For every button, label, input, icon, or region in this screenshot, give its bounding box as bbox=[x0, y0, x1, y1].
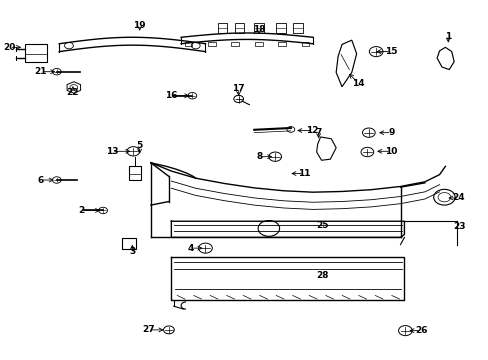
Text: 24: 24 bbox=[452, 193, 465, 202]
Text: 16: 16 bbox=[165, 91, 177, 100]
Text: 28: 28 bbox=[316, 270, 328, 279]
Text: 9: 9 bbox=[388, 128, 394, 137]
Bar bbox=[217, 23, 227, 33]
Text: 25: 25 bbox=[316, 221, 328, 230]
Circle shape bbox=[52, 68, 61, 75]
Bar bbox=[278, 42, 285, 46]
Text: 6: 6 bbox=[38, 176, 44, 185]
Polygon shape bbox=[436, 47, 453, 69]
Text: 2: 2 bbox=[78, 206, 84, 215]
Text: 20: 20 bbox=[3, 43, 16, 52]
Text: 7: 7 bbox=[315, 128, 321, 137]
Text: 11: 11 bbox=[297, 169, 309, 178]
Text: 3: 3 bbox=[129, 247, 135, 256]
Polygon shape bbox=[316, 137, 335, 160]
Circle shape bbox=[234, 96, 243, 102]
Bar bbox=[234, 23, 244, 33]
Text: 8: 8 bbox=[256, 152, 262, 161]
Circle shape bbox=[187, 93, 196, 99]
Bar bbox=[122, 238, 136, 249]
Bar bbox=[129, 166, 141, 180]
Text: 15: 15 bbox=[384, 47, 396, 56]
Text: 1: 1 bbox=[444, 32, 450, 41]
Text: 5: 5 bbox=[136, 141, 142, 150]
Polygon shape bbox=[335, 40, 356, 87]
Bar bbox=[254, 42, 262, 46]
Bar bbox=[293, 23, 303, 33]
Text: 12: 12 bbox=[306, 126, 318, 135]
Bar bbox=[301, 42, 309, 46]
Text: 26: 26 bbox=[414, 326, 427, 335]
Text: 27: 27 bbox=[142, 325, 154, 334]
Circle shape bbox=[99, 207, 107, 214]
Text: 19: 19 bbox=[133, 21, 146, 30]
Text: 10: 10 bbox=[384, 147, 396, 156]
Text: 22: 22 bbox=[66, 87, 79, 96]
Bar bbox=[207, 42, 215, 46]
Bar bbox=[254, 23, 264, 33]
Text: 14: 14 bbox=[351, 79, 364, 88]
Circle shape bbox=[286, 127, 294, 132]
Polygon shape bbox=[67, 82, 81, 93]
Circle shape bbox=[52, 177, 61, 183]
Bar bbox=[184, 42, 192, 46]
Text: 23: 23 bbox=[452, 222, 465, 231]
Bar bbox=[276, 23, 285, 33]
Text: 18: 18 bbox=[252, 25, 265, 34]
Text: 4: 4 bbox=[187, 244, 194, 253]
Circle shape bbox=[233, 95, 243, 103]
Text: 17: 17 bbox=[232, 84, 244, 93]
Bar bbox=[231, 42, 239, 46]
Text: 13: 13 bbox=[105, 147, 118, 156]
Text: 21: 21 bbox=[34, 67, 47, 76]
